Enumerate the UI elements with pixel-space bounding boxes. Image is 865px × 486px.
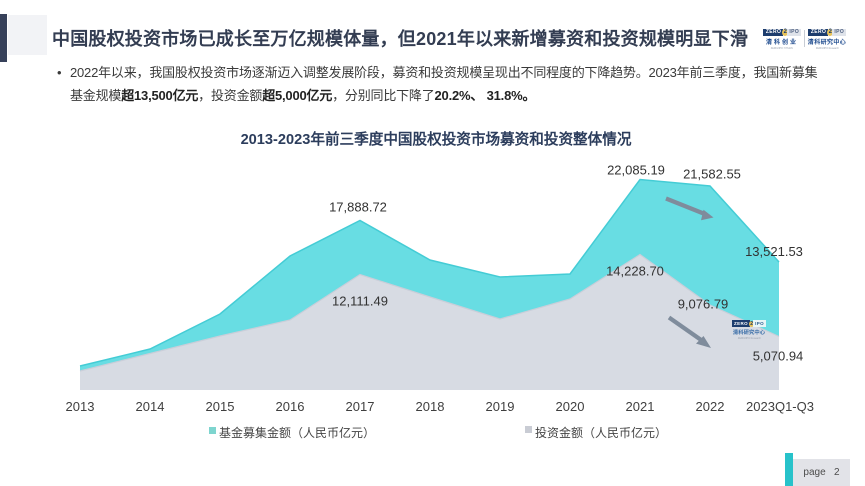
svg-text:12,111.49: 12,111.49 xyxy=(332,294,388,309)
svg-text:14,228.70: 14,228.70 xyxy=(606,264,664,279)
svg-text:21,582.55: 21,582.55 xyxy=(683,167,741,182)
svg-text:5,070.94: 5,070.94 xyxy=(753,349,804,364)
svg-text:22,085.19: 22,085.19 xyxy=(607,163,665,178)
svg-text:13,521.53: 13,521.53 xyxy=(745,244,803,259)
svg-text:17,888.72: 17,888.72 xyxy=(329,200,387,215)
svg-text:9,076.79: 9,076.79 xyxy=(678,297,729,312)
